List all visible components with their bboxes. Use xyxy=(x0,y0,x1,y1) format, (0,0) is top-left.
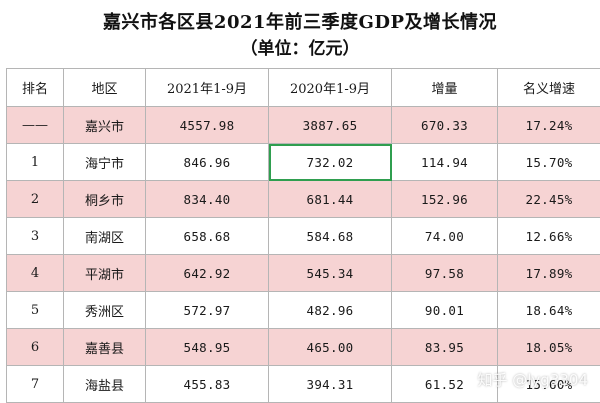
page-title: 嘉兴市各区县2021年前三季度GDP及增长情况 xyxy=(0,8,600,34)
table-row: 1 海宁市 846.96 732.02 114.94 15.70% xyxy=(7,144,600,181)
table-row: —— 嘉兴市 4557.98 3887.65 670.33 17.24% xyxy=(7,107,600,144)
gdp-table: 排名 地区 2021年1-9月 2020年1-9月 增量 名义增速 —— 嘉兴市… xyxy=(6,68,600,403)
table-row: 6 嘉善县 548.95 465.00 83.95 18.05% xyxy=(7,329,600,366)
region-cell[interactable]: 桐乡市 xyxy=(64,181,146,218)
increase-cell[interactable]: 90.01 xyxy=(392,292,498,329)
gdp-2020-cell[interactable]: 584.68 xyxy=(269,218,392,255)
region-cell[interactable]: 嘉兴市 xyxy=(64,107,146,144)
rank-cell[interactable]: 2 xyxy=(7,181,64,218)
rank-cell[interactable]: —— xyxy=(7,107,64,144)
rank-cell[interactable]: 6 xyxy=(7,329,64,366)
gdp-2020-cell[interactable]: 394.31 xyxy=(269,366,392,403)
growth-cell[interactable]: 22.45% xyxy=(498,181,600,218)
gdp-2021-cell[interactable]: 658.68 xyxy=(146,218,269,255)
gdp-2021-cell[interactable]: 572.97 xyxy=(146,292,269,329)
gdp-2021-cell[interactable]: 834.40 xyxy=(146,181,269,218)
gdp-2020-cell[interactable]: 465.00 xyxy=(269,329,392,366)
title-block: 嘉兴市各区县2021年前三季度GDP及增长情况 （单位：亿元） xyxy=(0,0,600,68)
gdp-2021-cell[interactable]: 4557.98 xyxy=(146,107,269,144)
header-rank[interactable]: 排名 xyxy=(7,69,64,107)
header-region[interactable]: 地区 xyxy=(64,69,146,107)
region-cell[interactable]: 海宁市 xyxy=(64,144,146,181)
gdp-2021-cell[interactable]: 642.92 xyxy=(146,255,269,292)
rank-cell[interactable]: 5 xyxy=(7,292,64,329)
header-2020[interactable]: 2020年1-9月 xyxy=(269,69,392,107)
growth-cell[interactable]: 18.05% xyxy=(498,329,600,366)
increase-cell[interactable]: 74.00 xyxy=(392,218,498,255)
increase-cell[interactable]: 152.96 xyxy=(392,181,498,218)
region-cell[interactable]: 南湖区 xyxy=(64,218,146,255)
region-cell[interactable]: 平湖市 xyxy=(64,255,146,292)
region-cell[interactable]: 秀洲区 xyxy=(64,292,146,329)
table-row: 5 秀洲区 572.97 482.96 90.01 18.64% xyxy=(7,292,600,329)
rank-cell[interactable]: 7 xyxy=(7,366,64,403)
region-cell[interactable]: 嘉善县 xyxy=(64,329,146,366)
growth-cell[interactable]: 18.64% xyxy=(498,292,600,329)
gdp-2021-cell[interactable]: 455.83 xyxy=(146,366,269,403)
region-cell[interactable]: 海盐县 xyxy=(64,366,146,403)
table-row: 3 南湖区 658.68 584.68 74.00 12.66% xyxy=(7,218,600,255)
rank-cell[interactable]: 4 xyxy=(7,255,64,292)
header-2021[interactable]: 2021年1-9月 xyxy=(146,69,269,107)
gdp-2020-cell[interactable]: 681.44 xyxy=(269,181,392,218)
rank-cell[interactable]: 1 xyxy=(7,144,64,181)
watermark: 知乎 @lyg3304 xyxy=(477,369,588,390)
gdp-2021-cell[interactable]: 548.95 xyxy=(146,329,269,366)
gdp-2020-cell[interactable]: 3887.65 xyxy=(269,107,392,144)
table-row: 2 桐乡市 834.40 681.44 152.96 22.45% xyxy=(7,181,600,218)
gdp-2020-cell[interactable]: 482.96 xyxy=(269,292,392,329)
unit-subtitle: （单位：亿元） xyxy=(0,34,600,59)
growth-cell[interactable]: 17.89% xyxy=(498,255,600,292)
increase-cell[interactable]: 83.95 xyxy=(392,329,498,366)
gdp-2021-cell[interactable]: 846.96 xyxy=(146,144,269,181)
header-row: 排名 地区 2021年1-9月 2020年1-9月 增量 名义增速 xyxy=(7,69,600,107)
rank-cell[interactable]: 3 xyxy=(7,218,64,255)
increase-cell[interactable]: 97.58 xyxy=(392,255,498,292)
table-row: 4 平湖市 642.92 545.34 97.58 17.89% xyxy=(7,255,600,292)
header-increase[interactable]: 增量 xyxy=(392,69,498,107)
gdp-2020-cell-selected[interactable]: 732.02 xyxy=(269,144,392,181)
growth-cell[interactable]: 12.66% xyxy=(498,218,600,255)
header-growth[interactable]: 名义增速 xyxy=(498,69,600,107)
gdp-2020-cell[interactable]: 545.34 xyxy=(269,255,392,292)
growth-cell[interactable]: 17.24% xyxy=(498,107,600,144)
increase-cell[interactable]: 114.94 xyxy=(392,144,498,181)
growth-cell[interactable]: 15.70% xyxy=(498,144,600,181)
increase-cell[interactable]: 670.33 xyxy=(392,107,498,144)
